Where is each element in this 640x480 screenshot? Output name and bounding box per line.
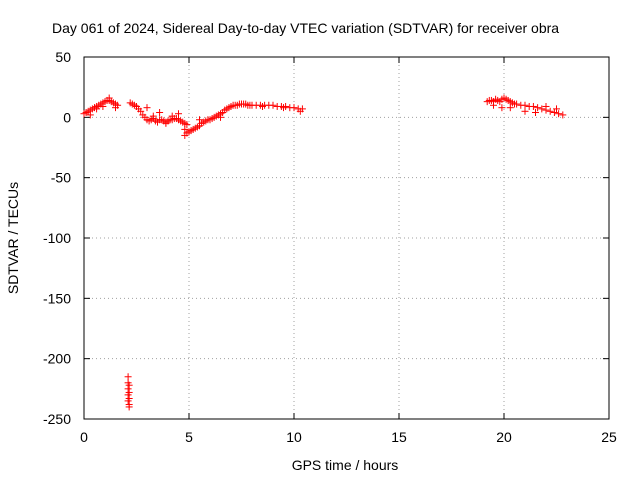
data-point <box>521 101 529 109</box>
y-axis-label: SDTVAR / TECUs <box>5 182 21 294</box>
x-tick-label: 20 <box>496 429 512 445</box>
data-point <box>490 101 497 109</box>
data-point <box>553 105 560 113</box>
data-point <box>168 112 176 120</box>
data-point <box>137 107 145 115</box>
data-point <box>183 121 191 129</box>
data-point <box>506 104 514 112</box>
data-point <box>532 109 539 117</box>
x-tick-label: 0 <box>80 429 88 445</box>
data-point <box>105 94 113 102</box>
data-point <box>124 373 132 381</box>
y-tick-label: 50 <box>55 49 71 65</box>
x-tick-label: 25 <box>601 429 617 445</box>
data-point <box>175 110 182 118</box>
data-point <box>112 104 119 112</box>
data-point <box>143 104 151 112</box>
data-point <box>181 125 189 133</box>
data-point <box>296 107 304 115</box>
data-point <box>149 112 157 120</box>
data-point <box>555 110 563 118</box>
data-point <box>546 107 554 115</box>
y-tick-label: -50 <box>51 170 71 186</box>
data-point <box>217 113 224 121</box>
x-axis-label: GPS time / hours <box>292 457 399 473</box>
x-tick-label: 10 <box>286 429 302 445</box>
data-point <box>290 104 298 112</box>
data-point <box>125 394 133 402</box>
data-point <box>513 100 521 108</box>
y-tick-label: -100 <box>43 230 71 246</box>
data-point <box>280 104 287 112</box>
y-tick-label: -250 <box>43 411 71 427</box>
y-tick-label: -150 <box>43 290 71 306</box>
data-point <box>529 102 537 110</box>
data-point <box>559 111 567 119</box>
x-tick-label: 15 <box>391 429 407 445</box>
y-tick-label: -200 <box>43 351 71 367</box>
data-point <box>498 104 506 112</box>
data-point <box>156 109 164 117</box>
data-point <box>542 102 550 110</box>
data-point <box>238 100 245 108</box>
grid-lines <box>84 57 609 419</box>
data-point <box>99 102 107 110</box>
data-point <box>93 105 101 113</box>
axes: 0 5 10 15 20 25 -250 -200 -150 -100 -50 0 50 <box>43 49 617 445</box>
data-points <box>80 94 567 411</box>
data-point <box>550 109 558 117</box>
data-point <box>162 119 170 127</box>
data-point <box>259 102 266 110</box>
chart-title: Day 061 of 2024, Sidereal Day-to-day VTE… <box>52 20 559 36</box>
data-point <box>269 101 277 109</box>
data-point <box>538 105 546 113</box>
data-point <box>125 403 133 411</box>
data-point <box>534 104 542 112</box>
data-point <box>196 116 203 124</box>
y-tick-label: 0 <box>63 109 71 125</box>
data-point <box>124 385 132 393</box>
data-point <box>521 107 529 115</box>
x-tick-label: 5 <box>185 429 193 445</box>
data-point <box>125 388 133 396</box>
data-point <box>86 111 94 119</box>
data-point <box>125 381 133 389</box>
